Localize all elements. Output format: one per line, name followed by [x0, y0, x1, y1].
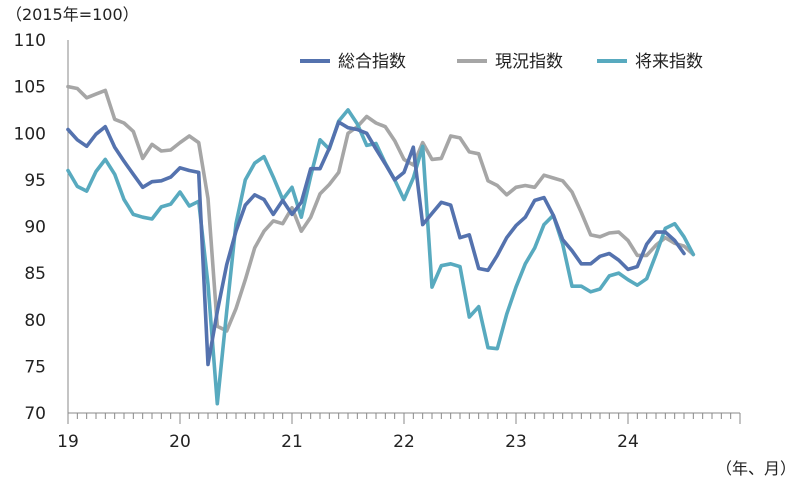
x-tick-label: 20 [169, 432, 191, 452]
y-tick-label: 105 [14, 78, 46, 98]
legend-label: 現況指数 [495, 52, 563, 72]
x-tick-label: 21 [281, 432, 303, 452]
y-tick-label: 80 [24, 311, 46, 331]
x-tick-label: 19 [57, 432, 79, 452]
y-unit-label: （2015年=100） [6, 5, 139, 24]
y-tick-label: 95 [24, 171, 46, 191]
series-line-1 [66, 120, 686, 367]
y-tick-label: 90 [24, 218, 46, 238]
series-layer [66, 84, 696, 406]
y-tick-label: 70 [24, 404, 46, 424]
y-tick-label: 110 [14, 31, 46, 51]
legend: 総合指数 現況指数 将来指数 [300, 52, 703, 72]
y-axis: 70 75 80 85 90 95 100 105 110 [14, 31, 69, 424]
legend-label: 将来指数 [635, 52, 703, 72]
y-tick-label: 85 [24, 264, 46, 284]
x-tick-label: 23 [505, 432, 527, 452]
x-tick-label: 24 [617, 432, 639, 452]
x-axis: 19 20 21 22 23 24 [57, 412, 741, 452]
legend-label: 総合指数 [338, 52, 406, 72]
series-line-2 [66, 84, 696, 333]
x-unit-label: （年、月） [716, 459, 796, 478]
y-tick-label: 100 [14, 124, 46, 144]
x-tick-label: 22 [393, 432, 415, 452]
y-tick-label: 75 [24, 357, 46, 377]
